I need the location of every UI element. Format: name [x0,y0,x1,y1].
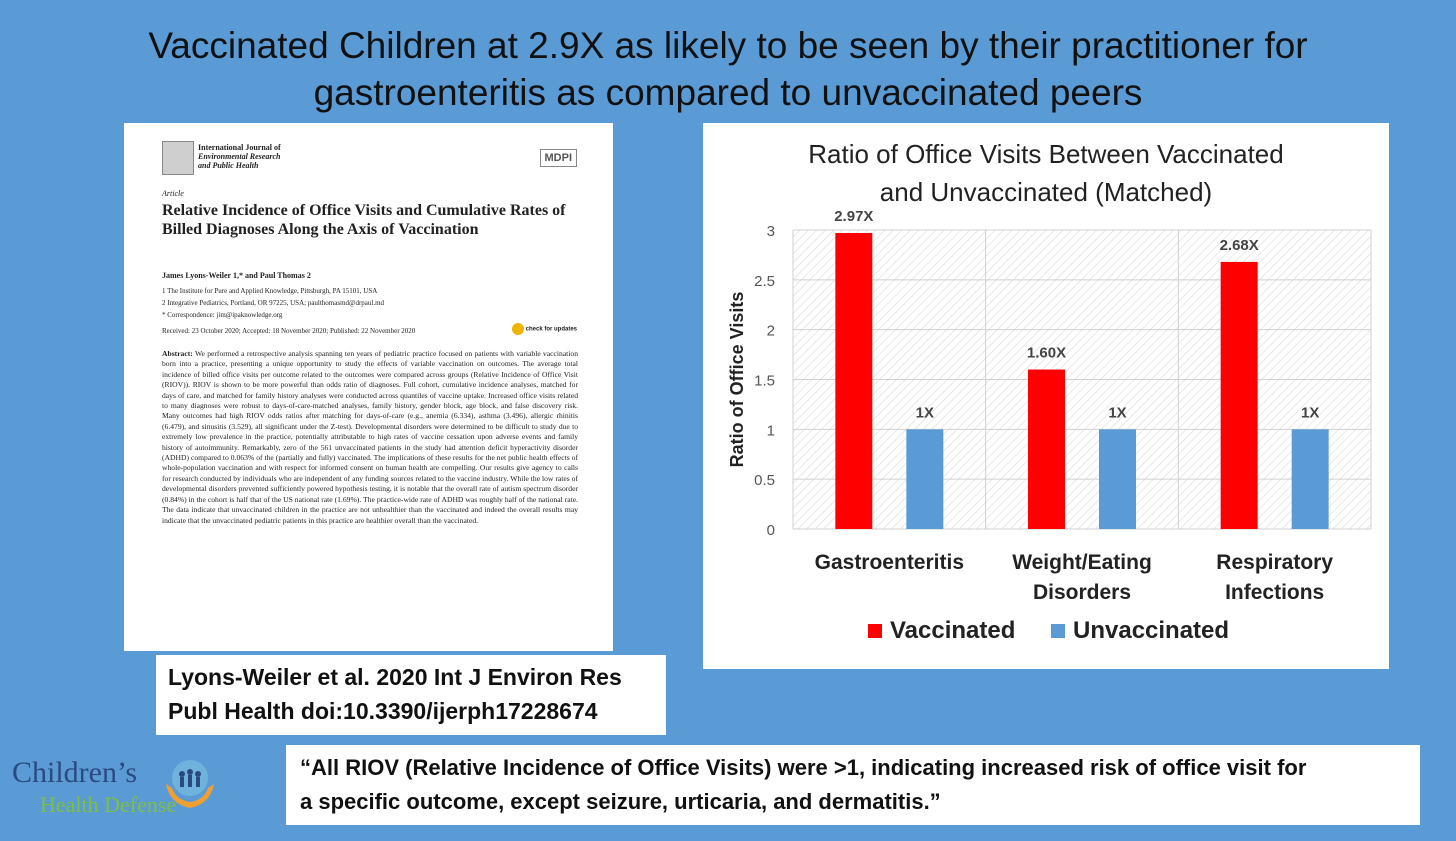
legend-label-vaccinated: Vaccinated [890,617,1015,644]
journal-line2: Environmental Research [198,152,281,161]
data-label: 1X [1108,404,1126,421]
y-tick-label: 2.5 [754,273,775,290]
legend-label-unvaccinated: Unvaccinated [1073,617,1229,644]
x-tick-label: Gastroenteritis [815,551,964,574]
y-tick-label: 0.5 [754,472,775,489]
y-tick-label: 1 [767,422,775,439]
quote-line2: a specific outcome, except seizure, urti… [300,789,941,814]
abstract-label: Abstract: [162,349,193,358]
slide-title: Vaccinated Children at 2.9X as likely to… [40,22,1416,116]
quote-line1: “All RIOV (Relative Incidence of Office … [300,755,1307,780]
check-updates-icon [511,323,524,335]
publisher-logo: MDPI [539,149,577,167]
check-updates-label: check for updates [525,326,577,333]
bar-unvaccinated [906,429,944,529]
data-label: 1X [1301,404,1319,421]
paper-authors: James Lyons-Weiler 1,* and Paul Thomas 2 [162,271,311,280]
legend-swatch-vaccinated [868,624,882,638]
journal-logo-icon [162,141,194,175]
journal-line1: International Journal of [198,143,281,152]
bar-vaccinated [835,232,873,529]
citation-line2: Publ Health doi:10.3390/ijerph17228674 [168,698,598,724]
affiliation-2: 2 Integrative Pediatrics, Portland, OR 9… [162,299,385,307]
bar-vaccinated [1028,369,1065,529]
paper-title: Relative Incidence of Office Visits and … [162,202,566,238]
y-tick-label: 0 [767,522,775,539]
legend-swatch-unvaccinated [1051,624,1065,638]
paper-dates: Received: 23 October 2020; Accepted: 18 … [162,327,416,335]
childrens-health-defense-logo: Children’s Health Defense [10,750,240,825]
data-label: 2.68X [1220,237,1259,254]
paper-thumbnail: International Journal of Environmental R… [124,123,613,651]
y-tick-label: 3 [767,223,775,240]
chart-title-line1: Ratio of Office Visits Between Vaccinate… [808,139,1283,169]
paper-abstract: Abstract: We performed a retrospective a… [162,349,578,526]
paper-affiliations: 1 The Institute for Pure and Applied Kno… [162,285,384,321]
x-tick-label: Weight/Eating [1012,551,1152,574]
abstract-text: We performed a retrospective analysis sp… [162,349,578,525]
citation-line1: Lyons-Weiler et al. 2020 Int J Environ R… [168,664,622,690]
bar-vaccinated [1220,261,1258,529]
bar-chart: Ratio of Office Visits Between Vaccinate… [727,139,1372,644]
data-label: 1X [916,404,934,421]
slide-title-line1: Vaccinated Children at 2.9X as likely to… [148,25,1308,66]
affiliation-1: 1 The Institute for Pure and Applied Kno… [162,287,378,295]
bar-unvaccinated [1291,429,1329,529]
logo-line2: Health Defense [40,792,177,817]
y-tick-label: 1.5 [754,373,775,390]
affiliation-3: * Correspondence: jim@ipaknowledge.org [162,311,283,319]
y-tick-label: 2 [767,323,775,340]
quote-text: “All RIOV (Relative Incidence of Office … [286,745,1420,825]
data-label: 1.60X [1027,345,1066,362]
x-tick-label: Disorders [1033,581,1131,604]
slide-title-line2: gastroenteritis as compared to unvaccina… [313,72,1143,113]
journal-name: International Journal of Environmental R… [198,143,281,170]
y-axis-label: Ratio of Office Visits [727,292,747,468]
citation-box: Lyons-Weiler et al. 2020 Int J Environ R… [156,655,666,735]
check-updates-badge: check for updates [511,323,577,335]
hands-icon [166,760,214,808]
x-tick-label: Infections [1225,581,1324,604]
journal-line3: and Public Health [198,161,259,170]
article-type: Article [162,189,184,198]
chart-title-line2: and Unvaccinated (Matched) [880,177,1212,207]
x-tick-label: Respiratory [1216,551,1333,574]
bar-unvaccinated [1099,429,1136,529]
quote-box: “All RIOV (Relative Incidence of Office … [286,745,1420,825]
data-label: 2.97X [834,208,873,225]
chart-panel: Ratio of Office Visits Between Vaccinate… [703,123,1389,669]
logo-line1: Children’s [12,756,137,789]
